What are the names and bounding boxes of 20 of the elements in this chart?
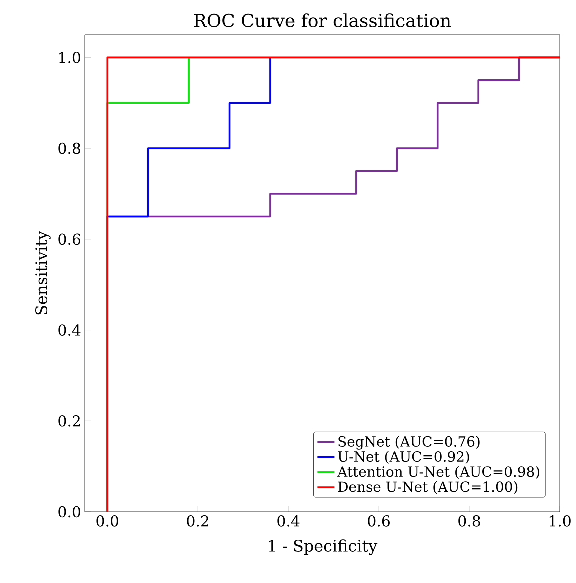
y-tick-label: 0.6: [58, 234, 81, 246]
x-tick-label: 1.0: [550, 516, 571, 527]
x-tick-label: 0.2: [187, 516, 208, 527]
y-tick-label: 0.2: [58, 415, 80, 427]
legend-label: SegNet (AUC=0.76): [338, 436, 480, 450]
legend-label: U-Net (AUC=0.92): [338, 451, 470, 464]
legend-label: Attention U-Net (AUC=0.98): [338, 466, 540, 480]
legend-label: Dense U-Net (AUC=1.00): [338, 481, 518, 494]
x-axis-title: 1 - Specificity: [269, 540, 378, 556]
y-tick-label: 0.8: [58, 142, 80, 154]
x-tick-label: 0.8: [458, 516, 480, 527]
y-tick-label: 0.0: [58, 506, 80, 518]
x-tick-label: 0.4: [278, 516, 300, 527]
x-tick-label: 0.6: [368, 516, 390, 527]
y-tick-label: 0.4: [58, 324, 81, 336]
chart-title: ROC Curve for classification: [194, 14, 452, 28]
y-tick-label: 1.0: [60, 52, 80, 64]
x-tick-label: 0.0: [96, 516, 119, 527]
line-series: [106, 56, 560, 512]
y-axis-title: Sensitivity: [36, 231, 51, 315]
